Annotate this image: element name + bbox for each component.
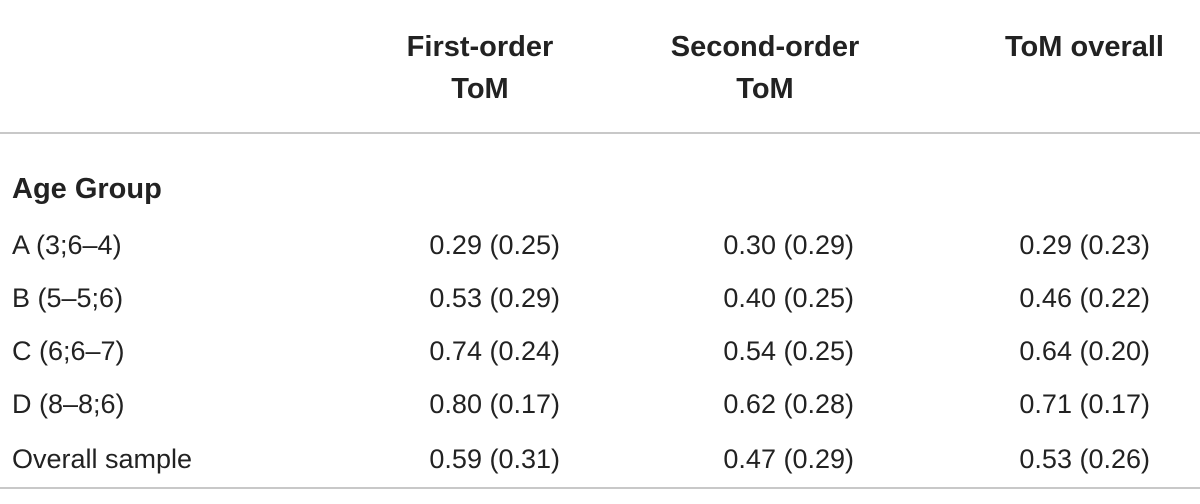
first-order-value: 0.80 (0.17)	[429, 389, 560, 419]
header-first-order-tom: First-order ToM	[360, 0, 600, 134]
row-label: D (8–8;6)	[12, 389, 125, 419]
first-order-value: 0.74 (0.24)	[429, 336, 560, 366]
table-row: A (3;6–4) 0.29 (0.25) 0.30 (0.29) 0.29 (0.2…	[0, 219, 1200, 272]
row-label: C (6;6–7)	[12, 336, 125, 366]
tom-results-table: First-order ToM Second-order ToM ToM ove…	[0, 0, 1200, 489]
section-row-age-group: Age Group	[0, 133, 1200, 219]
tom-overall-value: 0.53 (0.26)	[930, 431, 1200, 489]
table-row: D (8–8;6) 0.80 (0.17) 0.62 (0.28) 0.71 (0.1…	[0, 378, 1200, 431]
second-order-value: 0.40 (0.25)	[723, 283, 854, 313]
second-order-value: 0.47 (0.29)	[600, 431, 930, 489]
tom-overall-value: 0.29 (0.23)	[1019, 230, 1150, 260]
header-second-order-line1: Second-order	[670, 31, 860, 63]
header-first-order-line1: First-order	[406, 31, 554, 63]
row-label: B (5–5;6)	[12, 283, 124, 313]
second-order-value: 0.30 (0.29)	[723, 230, 854, 260]
header-row: First-order ToM Second-order ToM ToM ove…	[0, 0, 1200, 134]
header-empty-cell	[0, 0, 360, 134]
first-order-value: 0.59 (0.31)	[360, 431, 600, 489]
row-label: A (3;6–4)	[12, 230, 122, 260]
header-tom-overall-line1: ToM overall	[1005, 31, 1164, 63]
tom-overall-value: 0.46 (0.22)	[1019, 283, 1150, 313]
second-order-value: 0.62 (0.28)	[723, 389, 854, 419]
section-label-age-group: Age Group	[12, 173, 162, 205]
table-row: B (5–5;6) 0.53 (0.29) 0.40 (0.25) 0.46 (0.2…	[0, 272, 1200, 325]
first-order-value: 0.29 (0.25)	[429, 230, 560, 260]
second-order-value: 0.54 (0.25)	[723, 336, 854, 366]
first-order-value: 0.53 (0.29)	[429, 283, 560, 313]
header-second-order-tom: Second-order ToM	[600, 0, 930, 134]
tom-overall-value: 0.64 (0.20)	[1019, 336, 1150, 366]
header-tom-overall: ToM overall	[930, 0, 1200, 134]
row-label: Overall sample	[0, 431, 360, 489]
table-row: Overall sample 0.59 (0.31) 0.47 (0.29) 0.53…	[0, 431, 1200, 489]
table-row: C (6;6–7) 0.74 (0.24) 0.54 (0.25) 0.64 (0.2…	[0, 325, 1200, 378]
header-first-order-line2: ToM	[451, 73, 509, 105]
header-second-order-line2: ToM	[736, 73, 794, 105]
tom-overall-value: 0.71 (0.17)	[1019, 389, 1150, 419]
